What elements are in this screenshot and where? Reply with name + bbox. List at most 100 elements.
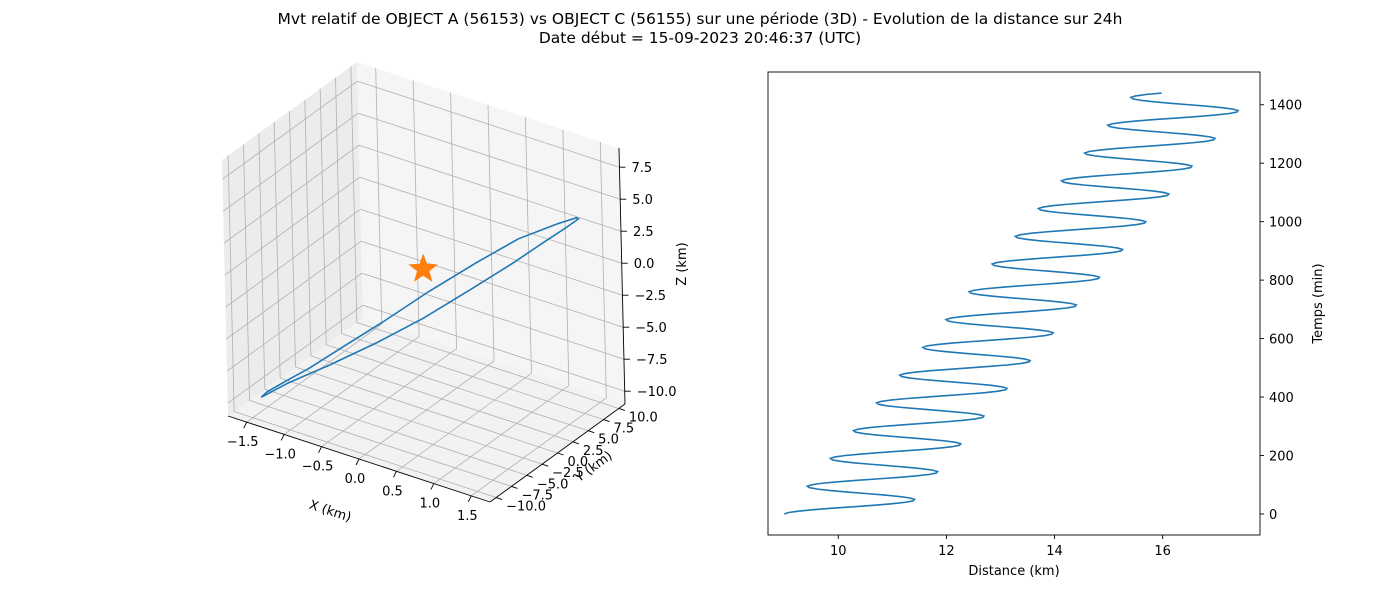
y-tick-label: −2.5 [552,466,584,481]
grid-line [234,411,497,498]
y-tick-label: 800 [1269,274,1294,289]
grid-line [525,117,532,374]
z-tick-label: 7.5 [631,161,652,176]
grid-line [227,155,235,412]
y-tick-label: 5.0 [598,433,619,448]
z-tick-label: −2.5 [634,289,666,304]
grid-line [487,104,495,362]
z-tick-label: 5.0 [632,193,653,208]
grid-line [360,208,623,296]
trajectory-line [260,216,580,399]
z-tick-label: −7.5 [636,353,668,368]
grid-line [335,77,342,334]
grid-line [357,80,620,168]
z-tick-label: −5.0 [635,321,667,336]
grid-line [223,144,360,244]
axes-3d: −1.5−1.0−0.50.00.51.01.5−10.0−7.5−5.0−2.… [222,62,690,526]
grid-line [224,176,360,276]
grid-line [222,80,358,180]
grid-line [450,92,457,349]
grid-line [249,400,512,487]
y-tick-label: 7.5 [614,422,635,437]
y-tick-label: 600 [1269,333,1294,348]
y-tick-label: 0 [1269,508,1277,523]
grid-line [341,333,604,420]
grid-line [361,240,624,328]
grid-line [356,322,619,409]
x-tick-label: 0.5 [382,484,403,499]
x-tick [467,495,472,503]
y-tick [526,474,533,478]
x-tick-label: 0.0 [345,472,366,487]
x-tick [280,434,285,441]
grid-line [362,304,625,392]
grid-line [273,122,281,379]
y-tick-label: 1200 [1269,157,1302,172]
x-axis-label: Distance (km) [968,564,1059,579]
x-tick-label: 1.0 [420,497,441,512]
grid-line [562,129,570,386]
y-axis-label: Temps (min) [1311,263,1326,344]
y-tick-label: −10.0 [506,500,546,515]
y-tick-label: −5.0 [537,477,569,492]
grid-line [289,110,296,368]
origin-star-marker [408,253,439,282]
grid-line [359,176,622,264]
grid-line [319,88,327,345]
grid-line [226,272,363,372]
y-tick [603,419,610,423]
y-tick [572,441,579,445]
z-tick-label: 0.0 [634,257,655,272]
grid-line [310,355,573,443]
y-tick [618,408,626,411]
x-axis-label: X (km) [307,498,353,526]
y-tick [542,463,549,467]
y-tick [511,485,518,489]
distance-series-line [783,92,1240,515]
x-tick [393,471,397,478]
z-axis-label: Z (km) [675,242,690,285]
grid-line [225,240,362,340]
z-tick-label: −10.0 [637,385,677,400]
x-tick-label: 14 [1046,544,1063,559]
axes-2d: 10 12 14 16 0 200 400 600 800 1000 1200 1400 Distanc… [767,71,1326,579]
grid-line [227,304,363,404]
grid-line [280,377,543,465]
y-tick-label: 2.5 [583,444,604,459]
x-tick-label: −0.5 [302,460,334,475]
y-tick-label: 0.0 [568,455,589,470]
x-tick-label: 12 [938,544,955,559]
grid-line [264,388,527,476]
grid-line [375,68,383,325]
x-tick-label: 1.5 [457,509,478,524]
y-tick [495,497,503,500]
y-tick [557,452,564,456]
y-tick [588,430,595,434]
x-tick [430,483,435,490]
x-tick-label: −1.0 [264,447,296,462]
z-axis-line [618,147,626,405]
grid-line [599,141,607,398]
y-tick-label: 1400 [1269,99,1302,114]
chart-title-line-2: Date début = 15-09-2023 20:46:37 (UTC) [538,29,862,47]
grid-line [361,272,625,360]
x-tick-label: −1.5 [227,435,259,450]
grid-line [225,208,361,308]
grid-line [295,366,558,454]
x-tick [355,458,360,466]
y-tick-label: 10.0 [629,410,658,425]
x-tick [243,421,248,429]
grid-line [304,99,312,356]
grid-line [412,80,420,337]
grid-line [222,112,359,212]
y-tick-label: 200 [1269,449,1294,464]
y-tick-label: 400 [1269,391,1294,406]
x-tick-label: 16 [1154,544,1171,559]
x-tick [318,446,322,453]
y-tick-label: −7.5 [521,488,553,503]
grid-line [258,133,266,390]
z-tick-label: 2.5 [633,225,654,240]
grid-line [326,344,589,432]
grid-line [358,144,622,232]
